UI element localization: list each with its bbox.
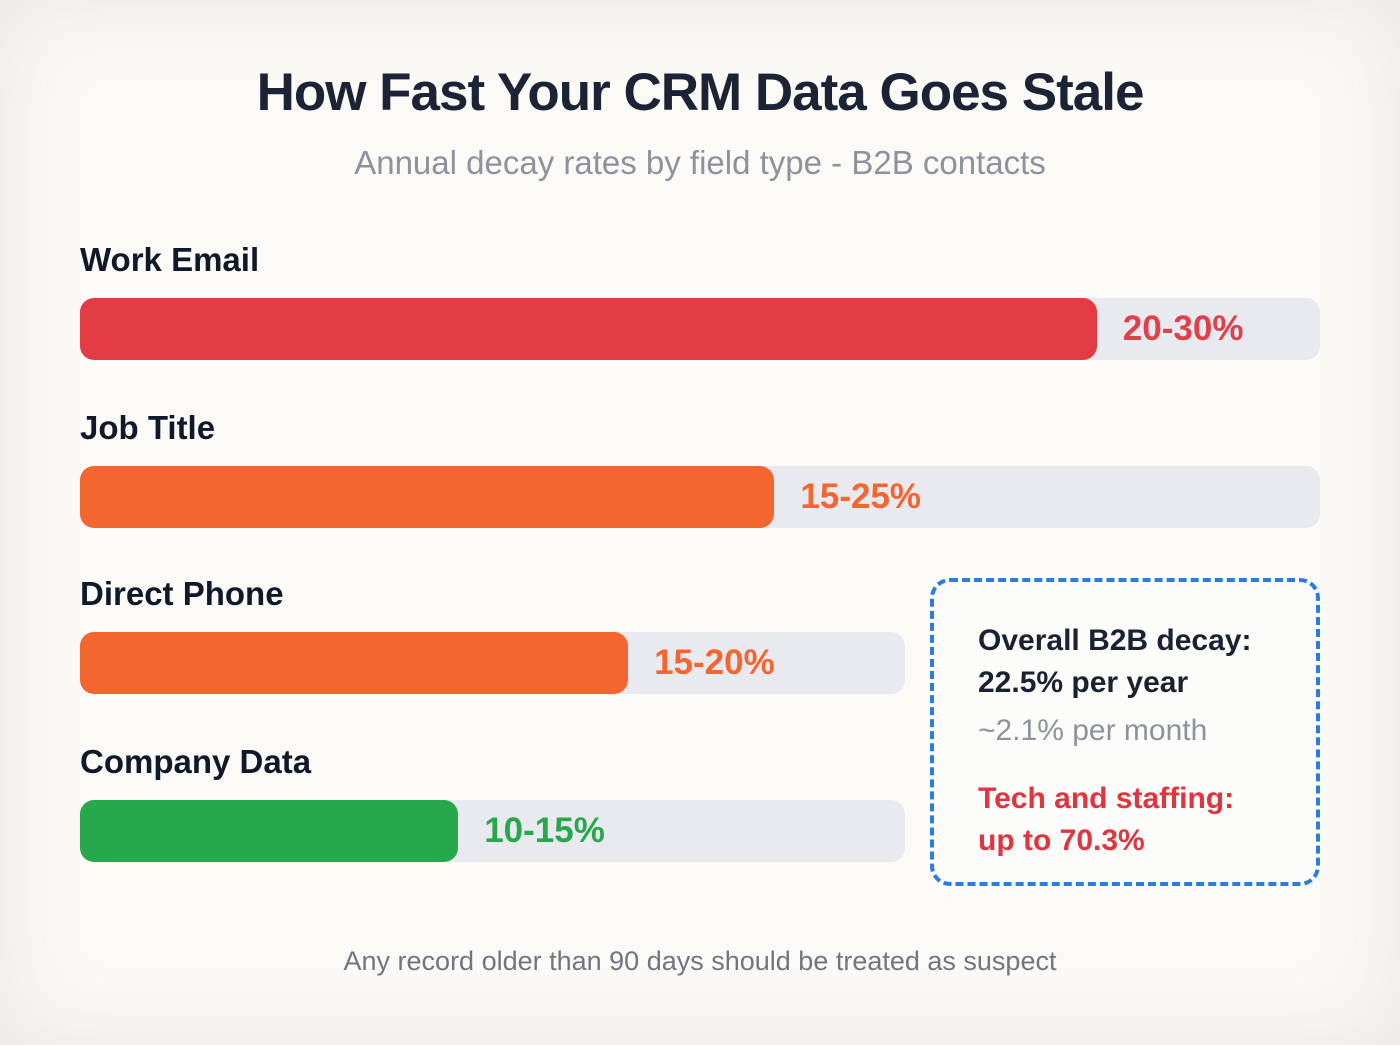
bar-fill (80, 800, 459, 862)
bar-track: 15-25% (80, 466, 1320, 528)
bar-row-work-email: Work Email 20-30% (80, 242, 1320, 360)
page-title: How Fast Your CRM Data Goes Stale (256, 63, 1145, 122)
bar-value-label: 10-15% (484, 811, 605, 850)
bar-row-direct-phone: Direct Phone 15-20% (80, 576, 1320, 694)
bar-category-label: Company Data (80, 743, 312, 780)
bar-fill (80, 632, 629, 694)
bar-fill (80, 466, 775, 528)
page-subtitle: Annual decay rates by field type - B2B c… (354, 144, 1046, 181)
footnote-text: Any record older than 90 days should be … (343, 946, 1057, 976)
bar-row-company-data: Company Data 10-15% (80, 744, 1320, 862)
bar-track: 20-30% (80, 298, 1320, 360)
callout-overall-line1: Overall B2B decay: (978, 624, 1252, 657)
bar-category-label: Work Email (80, 241, 260, 278)
callout-box: Overall B2B decay: 22.5% per year ~2.1% … (930, 578, 1320, 886)
bar-category-label: Direct Phone (80, 575, 284, 612)
bar-value-label: 20-30% (1122, 309, 1244, 348)
bar-value-label: 15-20% (654, 643, 775, 682)
callout-tech-staffing-line1: Tech and staffing: (978, 782, 1235, 815)
bar-track: 10-15% (80, 800, 905, 862)
bar-category-label: Job Title (80, 409, 216, 446)
callout-overall-line2: 22.5% per year (978, 666, 1189, 699)
bar-value-label: 15-25% (800, 477, 922, 516)
callout-monthly-rate: ~2.1% per month (978, 714, 1208, 747)
bar-row-job-title: Job Title 15-25% (80, 410, 1320, 528)
bar-track: 15-20% (80, 632, 905, 694)
callout-tech-staffing-line2: up to 70.3% (978, 824, 1145, 857)
bar-fill (80, 298, 1097, 360)
